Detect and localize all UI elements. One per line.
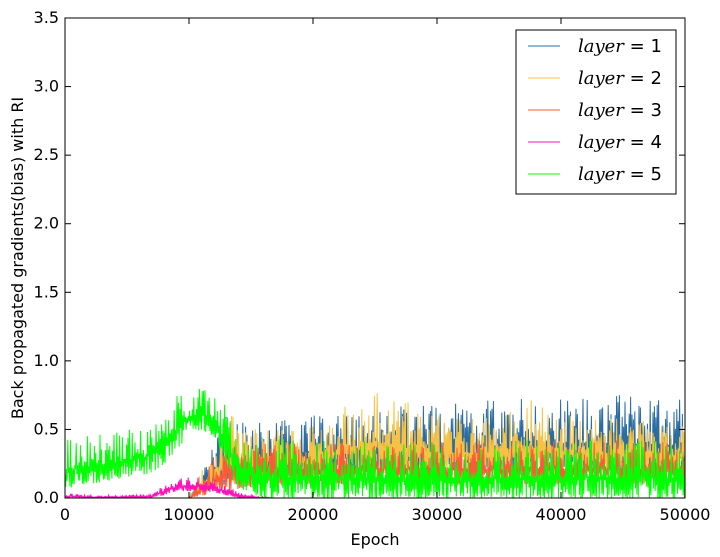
y-tick-label: 2.0 <box>34 214 59 233</box>
x-tick-label: 10000 <box>164 505 215 524</box>
x-tick-label: 50000 <box>660 505 711 524</box>
legend-box <box>515 29 677 195</box>
legend-label-layer-5: layer = 5 <box>578 164 662 185</box>
y-tick-label: 0.5 <box>34 419 59 438</box>
x-tick-label: 40000 <box>536 505 587 524</box>
legend-label-layer-1: layer = 1 <box>578 36 662 57</box>
y-axis-title: Back propagated gradients(bias) with RI <box>8 97 27 419</box>
series-group <box>65 388 685 498</box>
y-tick-label: 3.5 <box>34 8 59 27</box>
y-tick-label: 1.0 <box>34 351 59 370</box>
plot-frame <box>64 17 686 499</box>
series-line-layer-4 <box>65 477 685 498</box>
x-tick-label: 0 <box>60 505 70 524</box>
legend-label-layer-2: layer = 2 <box>578 68 662 89</box>
x-tick-label: 30000 <box>412 505 463 524</box>
y-tick-label: 2.5 <box>34 145 59 164</box>
x-axis-title: Epoch <box>351 530 400 549</box>
y-tick-label: 0.0 <box>34 488 59 507</box>
x-tick-label: 20000 <box>288 505 339 524</box>
legend-label-layer-4: layer = 4 <box>578 132 662 153</box>
y-tick-label: 1.5 <box>34 282 59 301</box>
legend-label-layer-3: layer = 3 <box>578 100 662 121</box>
axis-ticks: 0 10000 20000 30000 40000 50000 0.0 0.5 1.0 1.5 2.… <box>34 8 711 524</box>
series-line-layer-5 <box>65 388 685 498</box>
y-tick-label: 3.0 <box>34 77 59 96</box>
legend: layer = 1 layer = 2 layer = 3 layer = 4 laye… <box>515 29 677 195</box>
